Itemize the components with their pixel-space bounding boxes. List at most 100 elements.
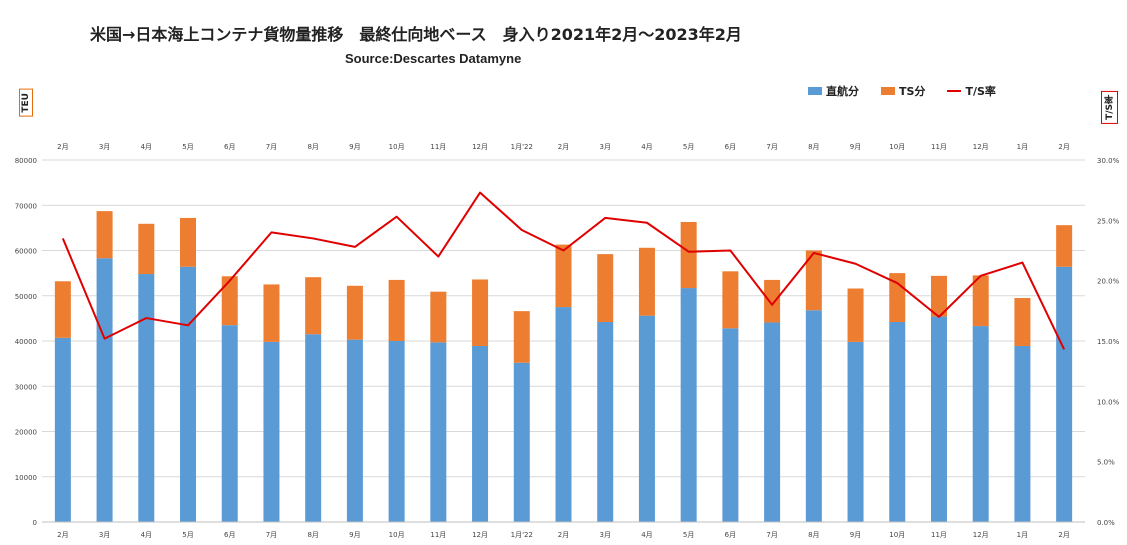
bar-ts [1014, 298, 1031, 346]
x-top-tick-label: 7月 [266, 143, 277, 151]
x-top-tick-label: 6月 [725, 143, 736, 151]
x-top-tick-label: 9月 [349, 143, 360, 151]
y-left-tick-label: 80000 [15, 157, 37, 165]
bar-direct [305, 334, 322, 522]
y-right-tick-label: 5.0% [1097, 459, 1115, 467]
y-left-tick-label: 50000 [15, 293, 37, 301]
y-right-tick-label: 15.0% [1097, 338, 1120, 346]
bar-ts [805, 250, 822, 311]
bar-direct [221, 325, 238, 522]
y-left-tick-label: 40000 [15, 338, 37, 346]
x-tick-label: 10月 [389, 531, 405, 539]
x-top-tick-label: 8月 [808, 143, 819, 151]
x-tick-label: 8月 [307, 531, 318, 539]
bar-ts [680, 221, 697, 289]
x-tick-label: 9月 [349, 531, 360, 539]
bar-ts [430, 291, 447, 343]
x-tick-label: 4月 [141, 531, 152, 539]
bar-direct [388, 341, 405, 522]
x-tick-label: 1月'22 [511, 531, 533, 539]
x-tick-label: 11月 [931, 531, 947, 539]
x-top-tick-label: 2月 [1058, 143, 1069, 151]
x-tick-label: 2月 [57, 531, 68, 539]
bar-direct [263, 341, 280, 522]
y-left-tick-label: 60000 [15, 248, 37, 256]
y-right-tick-label: 30.0% [1097, 157, 1120, 165]
bar-direct [889, 321, 906, 522]
x-top-tick-label: 2月 [57, 143, 68, 151]
bar-ts [346, 285, 363, 340]
legend-swatch-direct [808, 87, 822, 95]
legend-label-ratio: T/S率 [965, 85, 996, 98]
bar-direct [680, 288, 697, 522]
bar-direct [346, 339, 363, 522]
x-top-tick-label: 1月 [1017, 143, 1028, 151]
bar-direct [1056, 266, 1073, 522]
bar-ts [263, 284, 280, 342]
x-top-tick-label: 3月 [99, 143, 110, 151]
bar-ts [722, 271, 739, 329]
bar-direct [972, 326, 989, 522]
legend-label-direct: 直航分 [826, 85, 859, 98]
y-left-tick-label: 0 [33, 519, 37, 527]
x-tick-label: 3月 [99, 531, 110, 539]
bar-ts [764, 279, 781, 323]
x-tick-label: 10月 [889, 531, 905, 539]
x-tick-label: 12月 [472, 531, 488, 539]
bar-ts [555, 244, 572, 308]
bar-direct [722, 328, 739, 522]
x-top-tick-label: 5月 [683, 143, 694, 151]
x-tick-label: 7月 [766, 531, 777, 539]
x-tick-label: 4月 [641, 531, 652, 539]
bar-ts [388, 279, 405, 341]
legend-swatch-ratio [947, 90, 962, 92]
legend-item-direct: 直航分 [808, 83, 859, 99]
y-right-tick-label: 10.0% [1097, 398, 1120, 406]
x-tick-label: 1月 [1017, 531, 1028, 539]
bar-direct [180, 266, 197, 522]
bar-ts [138, 223, 155, 275]
x-tick-label: 2月 [1058, 531, 1069, 539]
bar-direct [638, 315, 655, 522]
bar-direct [513, 362, 530, 522]
x-top-tick-label: 9月 [850, 143, 861, 151]
bar-direct [138, 274, 155, 522]
bar-direct [930, 316, 947, 522]
x-top-tick-label: 1月'22 [511, 143, 533, 151]
bar-direct [54, 337, 71, 522]
x-tick-label: 5月 [182, 531, 193, 539]
chart-subtitle: Source:Descartes Datamyne [345, 51, 522, 66]
bar-ts [305, 277, 322, 335]
legend: 直航分 TS分 T/S率 [808, 83, 996, 99]
x-top-tick-label: 5月 [182, 143, 193, 151]
x-top-tick-label: 11月 [430, 143, 446, 151]
bar-ts [513, 311, 530, 363]
legend-item-ratio: T/S率 [947, 83, 996, 99]
bar-ts [972, 275, 989, 327]
x-tick-label: 2月 [558, 531, 569, 539]
x-tick-label: 3月 [599, 531, 610, 539]
x-top-tick-label: 8月 [307, 143, 318, 151]
bar-ts [221, 276, 238, 326]
x-tick-label: 6月 [725, 531, 736, 539]
bar-direct [96, 258, 113, 522]
y-left-tick-label: 70000 [15, 202, 37, 210]
y-right-tick-label: 20.0% [1097, 278, 1120, 286]
bar-direct [805, 310, 822, 522]
legend-swatch-ts [881, 87, 895, 95]
bar-ts [1056, 225, 1073, 267]
y-right-tick-label: 0.0% [1097, 519, 1115, 527]
bar-direct [847, 341, 864, 522]
bar-ts [180, 217, 197, 267]
bar-direct [1014, 345, 1031, 522]
bar-direct [597, 321, 614, 522]
legend-item-ts: TS分 [881, 83, 925, 99]
x-top-tick-label: 4月 [141, 143, 152, 151]
bar-direct [555, 307, 572, 522]
x-top-tick-label: 3月 [599, 143, 610, 151]
bar-direct [430, 342, 447, 522]
x-top-tick-label: 4月 [641, 143, 652, 151]
x-top-tick-label: 12月 [472, 143, 488, 151]
legend-label-ts: TS分 [899, 85, 926, 98]
bar-ts [847, 288, 864, 342]
